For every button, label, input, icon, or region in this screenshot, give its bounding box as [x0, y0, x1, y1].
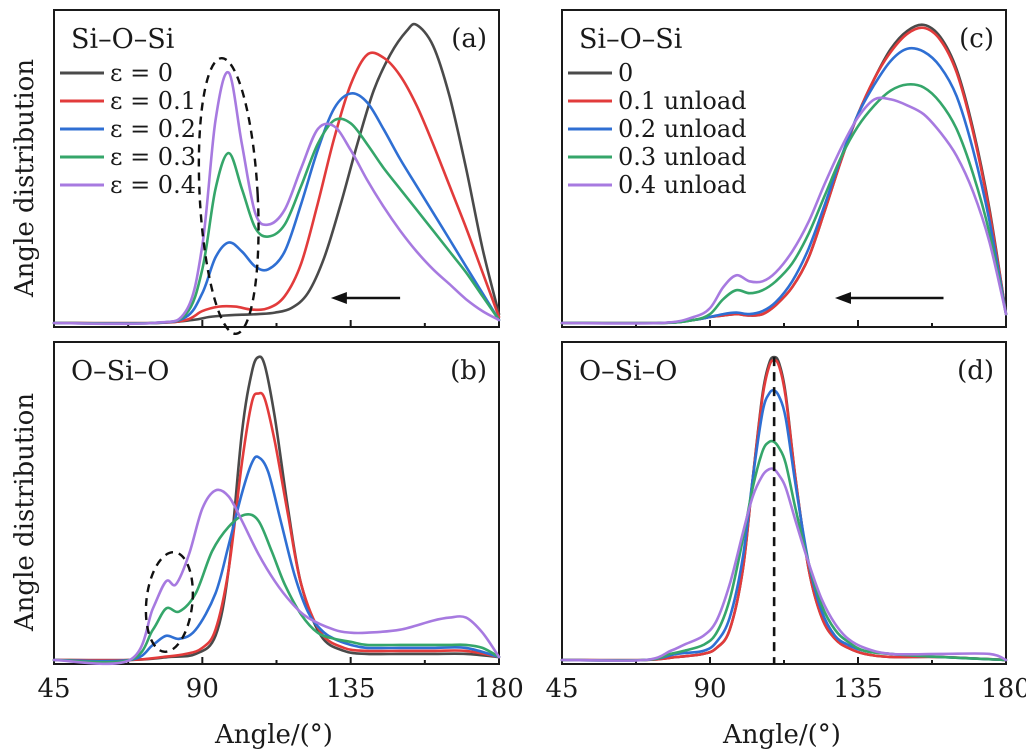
panel-a: Si–O–Si (a) ε = 0ε = 0.1ε = 0.2ε = 0.3ε = …	[52, 9, 501, 336]
panel-label: (c)	[959, 24, 994, 54]
series-line-eps01	[560, 358, 1008, 662]
panel-title: Si–O–Si	[579, 24, 683, 55]
series-line-eps04	[560, 96, 1008, 325]
panel-title: O–Si–O	[71, 356, 169, 387]
panel-title: Si–O–Si	[71, 24, 175, 55]
x-tick-label: 135	[833, 674, 883, 704]
x-axis-label-right: Angle/(°)	[722, 720, 841, 750]
shift-arrow-head	[834, 292, 851, 304]
panel-label: (d)	[957, 356, 994, 386]
legend-label: 0.2 unload	[618, 115, 747, 143]
legend-label: 0.4 unload	[618, 171, 747, 199]
x-tick-label: 45	[37, 674, 70, 704]
x-tick-label: 90	[693, 674, 726, 704]
legend-label: 0	[618, 59, 633, 87]
series-line-eps01	[52, 51, 501, 325]
series-line-eps03	[560, 83, 1008, 325]
panel-title: O–Si–O	[579, 356, 677, 387]
x-tick-label: 135	[326, 674, 376, 704]
series-line-eps02	[560, 388, 1008, 662]
panel-label: (b)	[450, 356, 487, 386]
legend-label: ε = 0.4	[110, 171, 196, 199]
y-axis-label-bottom: Angle distribution	[10, 393, 40, 632]
legend-label: ε = 0.1	[110, 87, 196, 115]
shift-arrow-head	[330, 292, 347, 304]
series-line-eps0	[560, 355, 1008, 662]
panel-d: 45 90 135 180 O–Si–O (d)	[545, 341, 1026, 704]
legend-label: 0.1 unload	[618, 87, 747, 115]
series-line-eps01	[52, 391, 501, 662]
series-line-eps03	[52, 117, 501, 325]
series-line-eps04	[560, 467, 1008, 662]
panel-b: 45 90 135 180 O–Si–O (b)	[37, 341, 524, 704]
x-tick-label: 180	[981, 674, 1026, 704]
series-line-eps03	[52, 512, 501, 664]
x-tick-label: 45	[545, 674, 578, 704]
panel-label: (a)	[451, 24, 487, 54]
series-line-eps0	[52, 355, 501, 662]
series-line-eps02	[560, 46, 1008, 325]
legend-label: ε = 0	[110, 59, 173, 87]
x-tick-label: 90	[186, 674, 219, 704]
series-line-eps03	[560, 439, 1008, 662]
highlight-ellipse	[197, 56, 260, 336]
x-tick-label: 180	[474, 674, 524, 704]
series-line-eps0	[52, 22, 501, 325]
series-line-eps04	[52, 71, 501, 326]
series-line-eps02	[52, 455, 501, 663]
y-axis-label-top: Angle distribution	[10, 59, 40, 298]
legend-label: ε = 0.2	[110, 115, 196, 143]
highlight-ellipse	[144, 551, 195, 653]
series-line-eps04	[52, 488, 501, 666]
x-axis-label-left: Angle/(°)	[214, 720, 333, 750]
legend-label: ε = 0.3	[110, 143, 196, 171]
legend-label: 0.3 unload	[618, 143, 747, 171]
